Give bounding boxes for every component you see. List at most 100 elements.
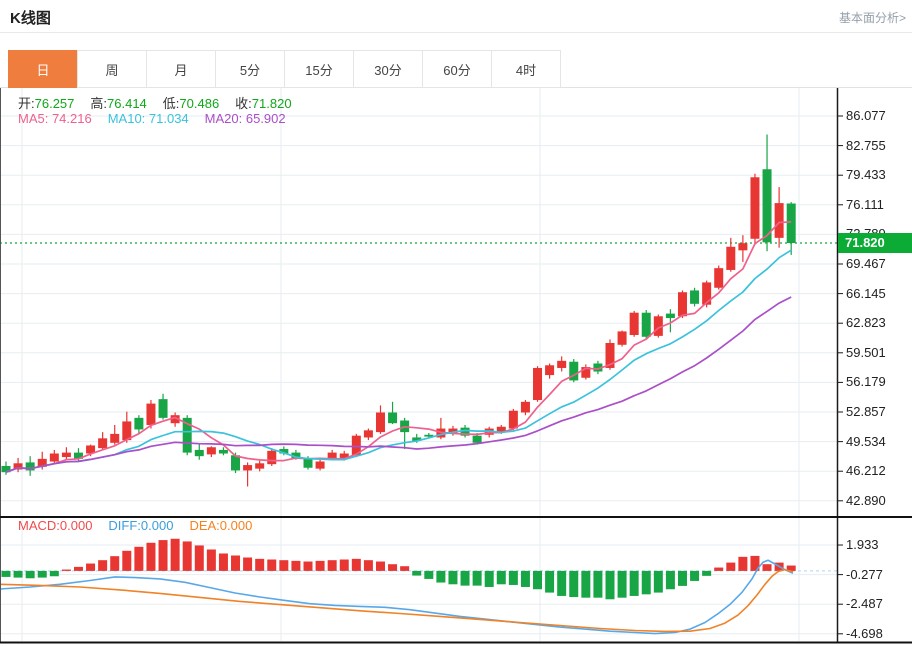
macd-bar: [653, 570, 663, 593]
candle-body: [665, 313, 675, 319]
ohlc-low: 低:70.486: [162, 96, 220, 111]
tab-15分[interactable]: 15分: [284, 50, 354, 88]
candle-body: [303, 458, 313, 468]
macd-bar: [520, 570, 530, 587]
candle-body: [13, 463, 23, 470]
ohlc-high: 高:76.414: [90, 96, 147, 111]
candle-body: [243, 465, 253, 471]
candle-body: [110, 433, 120, 443]
ma-info: MA5: 74.216 MA10: 71.034 MA20: 65.902: [18, 111, 302, 126]
candle-body: [327, 452, 337, 458]
macd-bar: [726, 562, 736, 571]
price-tick-label: 69.467: [846, 256, 886, 271]
price-tick-label: 86.077: [846, 108, 886, 123]
fundamental-analysis-link[interactable]: 基本面分析>: [838, 11, 906, 25]
tab-30分[interactable]: 30分: [353, 50, 423, 88]
ma10-line: [5, 249, 792, 473]
candle-body: [581, 367, 591, 378]
macd-bar: [37, 570, 47, 578]
macd-bar: [545, 570, 555, 593]
macd-bar: [508, 570, 518, 585]
macd-bar: [484, 570, 494, 587]
macd-bar: [388, 564, 398, 571]
price-tick-label: 56.179: [846, 374, 886, 390]
tab-月[interactable]: 月: [146, 50, 216, 88]
candle-body: [363, 430, 373, 438]
candle-body: [339, 453, 349, 458]
macd-tick-label: -0.277: [846, 566, 883, 582]
price-tick-label: 46.212: [846, 463, 886, 479]
candle-body: [424, 434, 434, 437]
macd-bar: [315, 560, 325, 571]
header-divider: [0, 32, 912, 33]
candle-body: [134, 417, 144, 430]
price-tick-label: 79.433: [846, 167, 886, 183]
macd-bar: [412, 570, 422, 576]
candle-body: [545, 365, 555, 376]
candle-body: [460, 427, 470, 436]
macd-tick-label: 1.933: [846, 537, 879, 553]
macd-value-macd: MACD:0.000: [18, 518, 93, 533]
candle-body: [593, 363, 603, 372]
macd-bar: [690, 570, 700, 581]
price-tick-label: 62.823: [846, 315, 886, 331]
tab-5分[interactable]: 5分: [215, 50, 285, 88]
macd-tick-label: -4.698: [846, 625, 883, 641]
candle-body: [158, 399, 168, 418]
tab-60分[interactable]: 60分: [422, 50, 492, 88]
macd-bar: [255, 558, 265, 571]
candle-body: [774, 203, 784, 238]
macd-bar: [460, 570, 470, 586]
macd-bar: [448, 570, 458, 585]
tab-4时[interactable]: 4时: [491, 50, 561, 88]
macd-bar: [424, 570, 434, 579]
macd-bar: [496, 570, 506, 585]
candle-body: [533, 367, 543, 401]
candle-body: [1, 465, 11, 473]
ma20-line: [5, 296, 792, 473]
candle-body: [37, 458, 47, 467]
candle-body: [279, 449, 289, 454]
ohlc-info: 开:76.257 高:76.414 低:70.486 收:71.820: [18, 93, 308, 112]
macd-bar: [351, 558, 361, 571]
macd-bar: [134, 546, 144, 571]
tab-日[interactable]: 日: [8, 50, 78, 88]
macd-bar: [267, 559, 277, 571]
macd-value-diff: DIFF:0.000: [108, 518, 174, 533]
ma-value-ma5: MA5: 74.216: [18, 111, 92, 126]
macd-bar: [436, 570, 446, 583]
macd-bar: [158, 540, 168, 571]
candle-body: [73, 452, 83, 459]
candle-body: [412, 437, 422, 442]
macd-bar: [231, 555, 241, 571]
candle-body: [726, 246, 736, 270]
macd-bar: [86, 563, 96, 571]
macd-bar: [98, 560, 108, 571]
candle-body: [315, 461, 325, 469]
candle-body: [182, 417, 192, 453]
macd-bar: [533, 570, 543, 590]
ma-value-ma20: MA20: 65.902: [204, 111, 286, 126]
macd-bar: [762, 564, 772, 571]
macd-bar: [206, 549, 216, 571]
candle-body: [86, 445, 96, 454]
macd-bar: [617, 570, 627, 598]
macd-bar: [557, 570, 567, 596]
candle-body: [25, 462, 35, 471]
macd-bar: [472, 570, 482, 586]
candle-body: [146, 403, 156, 425]
macd-bar: [327, 560, 337, 571]
candle-body: [508, 410, 518, 429]
macd-bar: [146, 542, 156, 571]
macd-bar: [194, 545, 204, 571]
candle-body: [520, 401, 530, 413]
ohlc-open: 开:76.257: [18, 96, 75, 111]
macd-bar: [25, 570, 35, 579]
candle-body: [690, 290, 700, 304]
macd-bar: [303, 561, 313, 571]
macd-bar: [714, 567, 724, 571]
candle-body: [617, 331, 627, 345]
ma-value-ma10: MA10: 71.034: [107, 111, 189, 126]
current-price-value: 71.820: [845, 235, 885, 251]
